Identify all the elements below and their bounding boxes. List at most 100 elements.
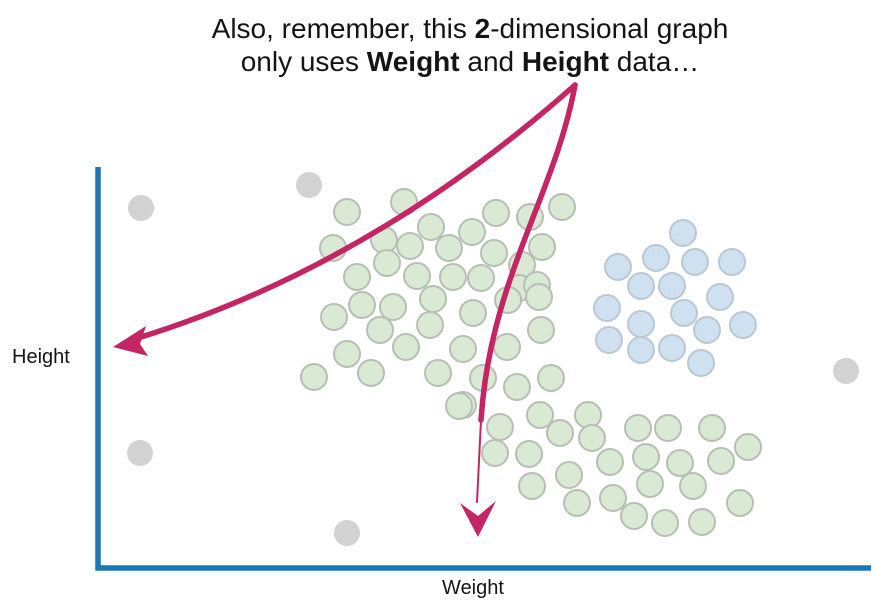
dot-green-cluster-lower-right — [563, 489, 591, 517]
dot-blue-cluster — [627, 310, 655, 338]
title-text: only uses — [240, 46, 367, 77]
dot-blue-cluster — [658, 334, 686, 362]
dot-green-cluster-upper — [493, 333, 521, 361]
dot-green-cluster-upper — [417, 213, 445, 241]
dot-green-cluster-lower-right — [707, 447, 735, 475]
arrow-head-down — [460, 501, 496, 537]
dot-green-cluster-upper — [527, 316, 555, 344]
dot-green-cluster-upper — [300, 363, 328, 391]
dot-blue-cluster — [627, 272, 655, 300]
title-bold-2: 2 — [474, 13, 491, 44]
dot-green-cluster-upper — [343, 263, 371, 291]
dot-blue-cluster — [687, 349, 715, 377]
dot-gray-outliers — [127, 440, 153, 466]
dot-green-cluster-lower-right — [599, 484, 627, 512]
dot-gray-outliers — [296, 172, 322, 198]
dot-green-cluster-lower-right — [654, 414, 682, 442]
dot-green-cluster-upper — [392, 333, 420, 361]
title-line-2: only uses Weight and Height data… — [62, 45, 878, 78]
dot-blue-cluster — [658, 272, 686, 300]
dot-green-cluster-lower-right — [726, 489, 754, 517]
title-text: -dimensional graph — [490, 13, 729, 44]
dot-green-cluster-lower-right — [596, 448, 624, 476]
dot-blue-cluster — [693, 316, 721, 344]
dot-blue-cluster — [729, 311, 757, 339]
dot-green-cluster-upper — [396, 232, 424, 260]
title-bold-height: Height — [521, 46, 609, 77]
dot-green-cluster-lower-right — [481, 439, 509, 467]
series-gray-outliers — [127, 172, 859, 546]
series-green-cluster-upper — [300, 188, 576, 419]
dot-blue-cluster — [681, 248, 709, 276]
title-text: Also, remember, this — [211, 13, 475, 44]
dot-blue-cluster — [670, 299, 698, 327]
dot-green-cluster-upper — [548, 193, 576, 221]
x-axis-label: Weight — [442, 577, 504, 599]
series-green-cluster-lower-right — [445, 392, 762, 537]
annotation-title: Also, remember, this 2-dimensional graph… — [62, 12, 878, 78]
dot-blue-cluster — [718, 248, 746, 276]
dot-green-cluster-upper — [403, 262, 431, 290]
dot-gray-outliers — [833, 358, 859, 384]
dot-blue-cluster — [627, 336, 655, 364]
dot-green-cluster-upper — [348, 291, 376, 319]
dot-green-cluster-upper — [357, 359, 385, 387]
dot-green-cluster-upper — [333, 198, 361, 226]
title-line-1: Also, remember, this 2-dimensional graph — [62, 12, 878, 45]
dot-gray-outliers — [334, 520, 360, 546]
dot-blue-cluster — [706, 283, 734, 311]
dot-green-cluster-lower-right — [636, 470, 664, 498]
dot-green-cluster-lower-right — [698, 414, 726, 442]
dot-green-cluster-lower-right — [518, 472, 546, 500]
dot-blue-cluster — [595, 326, 623, 354]
dot-green-cluster-lower-right — [620, 502, 648, 530]
dot-blue-cluster — [593, 294, 621, 322]
dot-green-cluster-upper — [373, 249, 401, 277]
dot-green-cluster-lower-right — [515, 440, 543, 468]
dot-green-cluster-lower-right — [666, 449, 694, 477]
dot-green-cluster-upper — [320, 303, 348, 331]
dot-green-cluster-upper — [416, 311, 444, 339]
title-text: data… — [609, 46, 700, 77]
dot-gray-outliers — [128, 195, 154, 221]
dot-green-cluster-upper — [459, 299, 487, 327]
dot-green-cluster-upper — [419, 285, 447, 313]
dot-green-cluster-upper — [379, 293, 407, 321]
dot-blue-cluster — [642, 244, 670, 272]
dot-green-cluster-upper — [439, 263, 467, 291]
dot-green-cluster-lower-right — [546, 419, 574, 447]
dot-green-cluster-upper — [482, 199, 510, 227]
dot-green-cluster-upper — [528, 233, 556, 261]
dot-green-cluster-upper — [458, 218, 486, 246]
dot-green-cluster-upper — [503, 373, 531, 401]
dot-green-cluster-lower-right — [734, 433, 762, 461]
dot-green-cluster-upper — [424, 359, 452, 387]
dot-green-cluster-lower-right — [555, 461, 583, 489]
dot-green-cluster-lower-right — [486, 413, 514, 441]
series-blue-cluster — [593, 219, 757, 377]
dot-blue-cluster — [604, 253, 632, 281]
dot-green-cluster-lower-right — [526, 401, 554, 429]
arrow-down-curve — [478, 82, 578, 423]
dot-green-cluster-upper — [449, 335, 477, 363]
dot-green-cluster-lower-right — [574, 401, 602, 429]
dot-green-cluster-lower-right — [679, 472, 707, 500]
dot-green-cluster-lower-right — [445, 392, 473, 420]
arrow-head-left — [113, 326, 148, 356]
dot-green-cluster-upper — [480, 239, 508, 267]
title-bold-weight: Weight — [366, 46, 460, 77]
dot-green-cluster-lower-right — [578, 424, 606, 452]
arrow-left-curve — [135, 82, 578, 341]
dot-green-cluster-upper — [537, 364, 565, 392]
arrow-down-curve-tail — [476, 419, 482, 503]
dot-blue-cluster — [669, 219, 697, 247]
y-axis-label: Height — [12, 346, 70, 368]
dot-green-cluster-lower-right — [624, 414, 652, 442]
dot-green-cluster-upper — [366, 316, 394, 344]
title-text: and — [459, 46, 522, 77]
dot-green-cluster-upper — [435, 234, 463, 262]
dot-green-cluster-upper — [467, 264, 495, 292]
axes — [95, 167, 871, 571]
